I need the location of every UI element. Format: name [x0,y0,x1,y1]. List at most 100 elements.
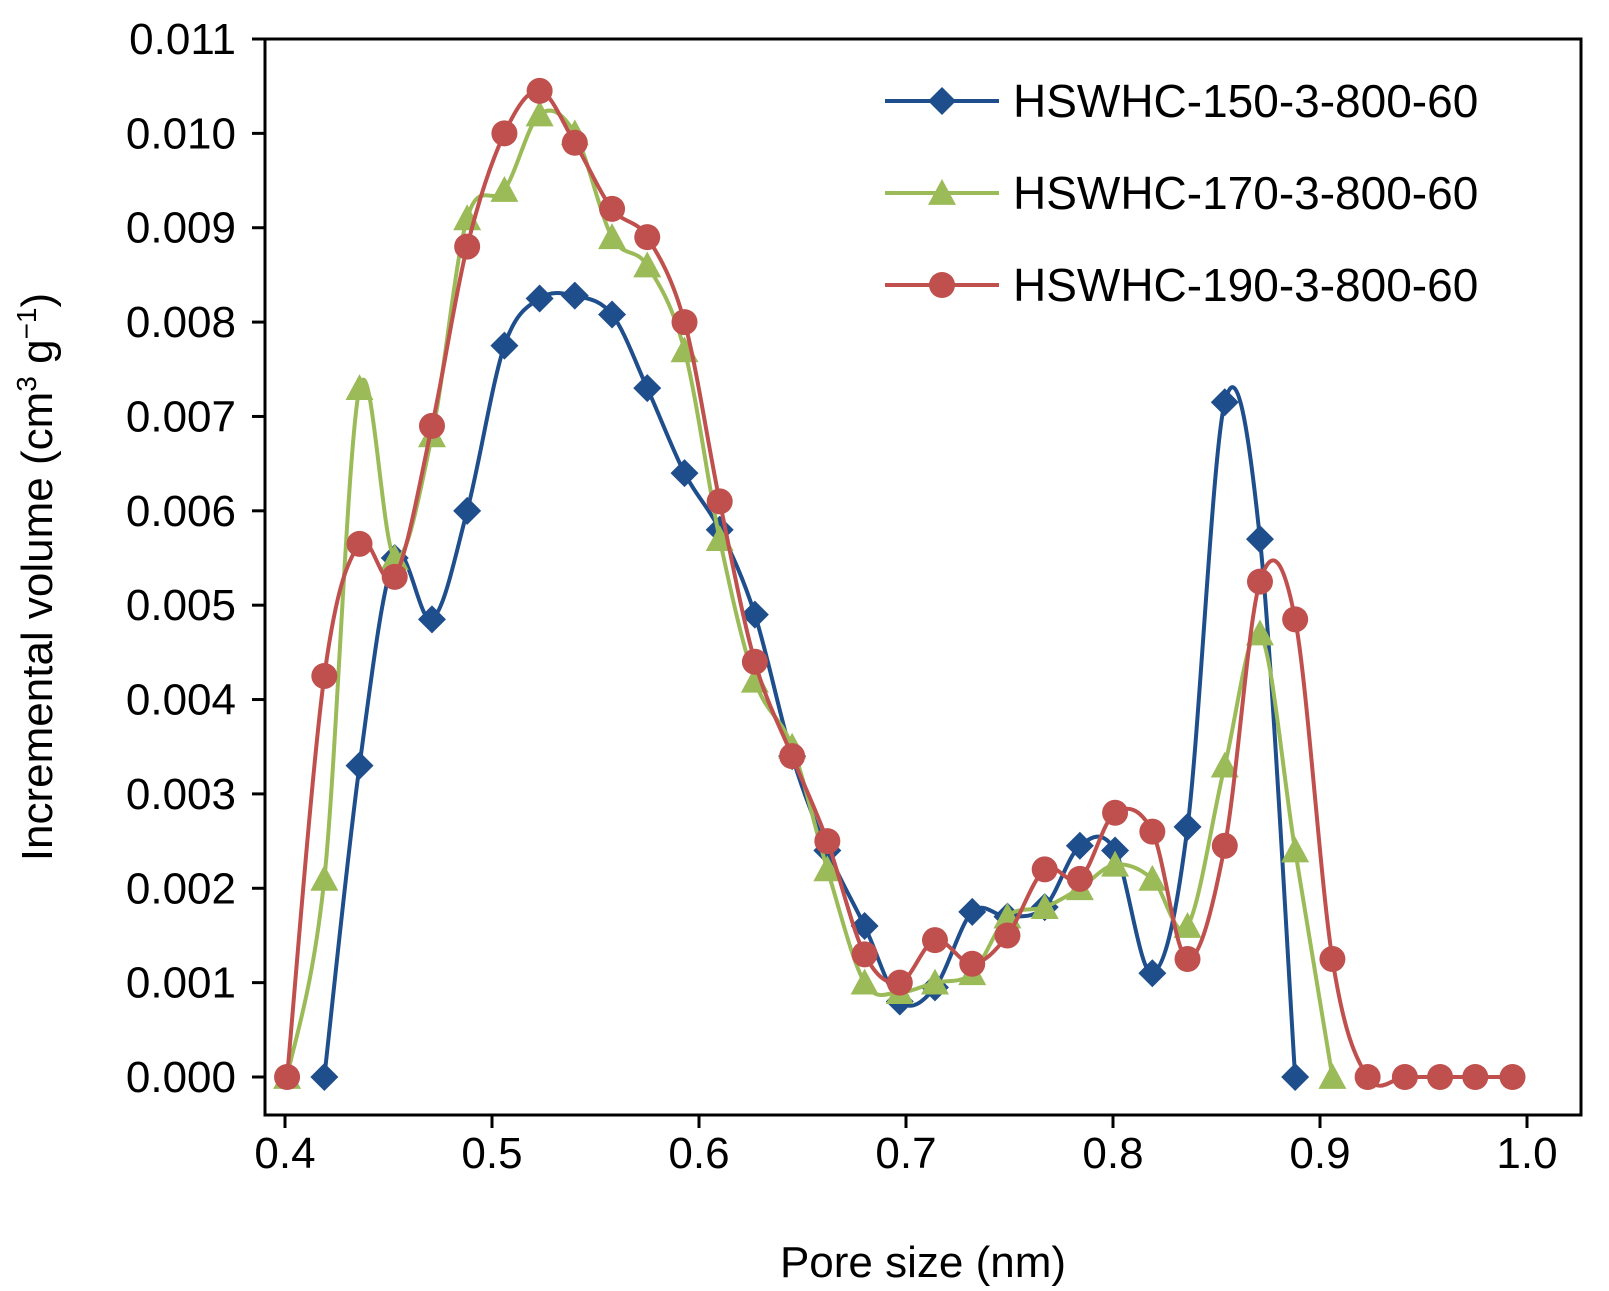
data-point [311,662,338,689]
series-layer [273,77,1526,1091]
legend-marker [929,272,955,298]
legend-marker [928,87,956,115]
data-point [959,950,986,977]
data-point [1102,799,1129,826]
data-point [850,968,879,995]
data-point [310,864,339,891]
data-point [921,927,948,954]
y-tick-label: 0.008 [126,298,236,347]
x-axis-title: Pore size (nm) [780,1238,1066,1287]
y-axis-title-sup2: −1 [11,307,42,339]
data-point [1462,1064,1489,1090]
legend-label: HSWHC-170-3-800-60 [1013,167,1478,219]
x-tick-label: 1.0 [1496,1129,1557,1178]
data-point [490,175,519,202]
y-tick-label: 0.003 [126,770,236,819]
y-tick-label: 0.002 [126,864,236,913]
data-point [706,488,733,515]
data-point [958,897,987,926]
y-tick-label: 0.005 [126,581,236,630]
data-point [1245,525,1274,554]
data-point [671,309,698,336]
data-point [381,563,408,590]
x-tick-label: 0.4 [254,1129,315,1178]
data-point [1245,619,1274,646]
legend-label: HSWHC-150-3-800-60 [1013,75,1478,127]
data-point [310,1063,339,1091]
x-tick-label: 0.9 [1289,1129,1350,1178]
data-point [1174,946,1201,973]
y-tick-label: 0.009 [126,204,236,253]
x-tick-label: 0.5 [461,1129,522,1178]
y-tick-label: 0.010 [126,109,236,158]
legend-marker [928,179,956,205]
data-point [417,605,446,634]
data-point [453,496,482,525]
data-point [994,922,1021,949]
series-1 [273,100,1347,1089]
data-point [1281,836,1310,863]
y-axis-title-mid: g [13,339,62,376]
data-point [814,828,841,855]
data-point [1031,856,1058,883]
data-point [740,600,769,629]
data-point [598,223,627,250]
data-point [1210,751,1239,778]
data-point [634,224,661,251]
data-point [491,120,518,147]
data-point [779,743,806,770]
data-point [1246,568,1273,595]
data-point [345,751,374,780]
data-point [920,968,949,995]
data-point [1139,818,1166,845]
y-axis-title-end: ) [13,293,62,308]
y-tick-label: 0.000 [126,1053,236,1102]
data-point [1281,1063,1310,1091]
y-axis-title-main: Incremental volume (cm [13,392,62,861]
data-point [1030,893,1059,920]
data-point [1173,912,1202,938]
data-point [1354,1064,1381,1090]
data-point [1173,812,1202,841]
data-point [1101,836,1130,865]
data-point [1138,959,1167,988]
y-tick-label: 0.006 [126,487,236,536]
x-tick-label: 0.6 [668,1129,729,1178]
data-point [560,281,589,310]
y-tick-label: 0.004 [126,676,236,725]
y-axis-ticks: 0.000 0.001 0.002 0.003 0.004 0.005 0.006 0.007… [126,15,265,1102]
data-point [1427,1064,1454,1090]
data-point [561,129,588,156]
data-point [1318,1063,1347,1089]
data-point [1065,831,1094,860]
data-point [418,412,445,439]
data-point [633,251,662,278]
data-point [1066,865,1093,892]
data-point [1319,946,1346,973]
y-axis-title: Incremental volume (cm3 g−1) [11,293,62,861]
series-2 [274,77,1526,1090]
data-point [851,941,878,968]
x-tick-label: 0.8 [1082,1129,1143,1178]
data-point [670,459,699,488]
series-line [322,290,1298,1078]
x-axis-ticks: 0.4 0.5 0.6 0.7 0.8 0.9 1.0 [254,1115,1558,1178]
data-point [599,195,626,222]
y-axis-title-sup1: 3 [11,376,42,392]
data-point [741,648,768,675]
series-0 [310,281,1310,1091]
data-point [1211,832,1238,859]
data-point [525,100,554,127]
data-point [1282,606,1309,633]
data-point [526,77,553,104]
legend-label: HSWHC-190-3-800-60 [1013,259,1478,311]
data-point [813,855,842,882]
data-point [454,233,481,260]
y-tick-label: 0.001 [126,959,236,1008]
data-point [1499,1064,1526,1090]
plot-area-frame [263,37,1583,1117]
data-point [274,1064,301,1090]
data-point [886,969,913,996]
data-point [1138,864,1167,891]
